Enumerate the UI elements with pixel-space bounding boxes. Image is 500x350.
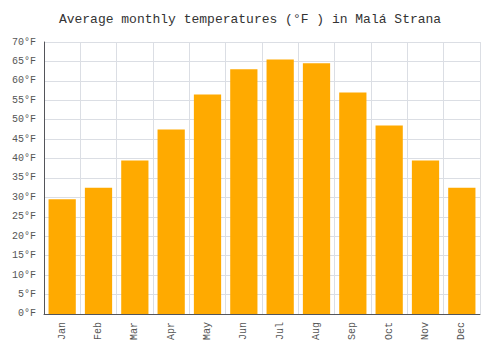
- svg-text:Apr: Apr: [166, 322, 177, 340]
- svg-text:5°F: 5°F: [18, 289, 36, 300]
- svg-text:35°F: 35°F: [12, 172, 36, 183]
- svg-text:15°F: 15°F: [12, 250, 36, 261]
- svg-text:0°F: 0°F: [18, 308, 36, 319]
- svg-text:40°F: 40°F: [12, 153, 36, 164]
- svg-text:50°F: 50°F: [12, 114, 36, 125]
- svg-text:Jan: Jan: [57, 322, 68, 340]
- svg-text:Oct: Oct: [384, 322, 395, 340]
- svg-text:10°F: 10°F: [12, 270, 36, 281]
- svg-text:65°F: 65°F: [12, 56, 36, 67]
- svg-text:70°F: 70°F: [12, 37, 36, 48]
- svg-text:55°F: 55°F: [12, 95, 36, 106]
- svg-text:Dec: Dec: [456, 322, 467, 340]
- svg-text:Jun: Jun: [238, 322, 249, 340]
- svg-text:45°F: 45°F: [12, 134, 36, 145]
- svg-text:30°F: 30°F: [12, 192, 36, 203]
- svg-text:Feb: Feb: [93, 322, 104, 340]
- svg-text:20°F: 20°F: [12, 231, 36, 242]
- svg-text:Nov: Nov: [420, 322, 431, 340]
- svg-text:Jul: Jul: [275, 322, 286, 340]
- svg-text:Aug: Aug: [311, 322, 322, 340]
- svg-text:Sep: Sep: [347, 322, 358, 340]
- svg-text:25°F: 25°F: [12, 211, 36, 222]
- svg-text:Mar: Mar: [129, 322, 140, 340]
- svg-text:60°F: 60°F: [12, 75, 36, 86]
- svg-text:May: May: [202, 322, 213, 340]
- svg-text:Average monthly temperatures (: Average monthly temperatures (°F ) in Ma…: [59, 12, 441, 27]
